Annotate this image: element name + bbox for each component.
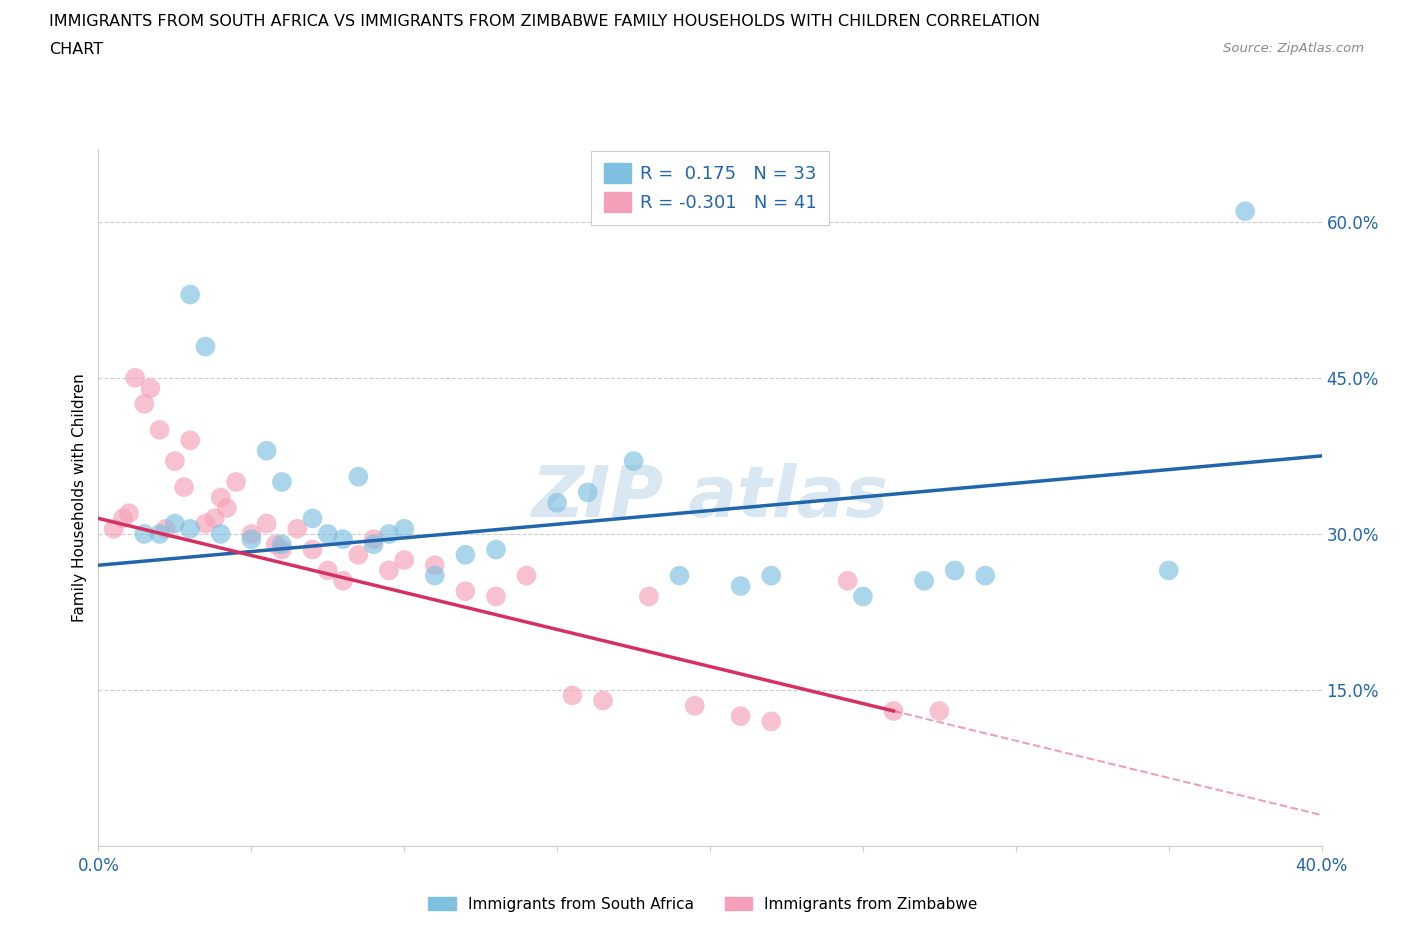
Point: [363, 537, 385, 551]
Point: [392, 552, 416, 567]
Point: [111, 511, 134, 525]
Text: IMMIGRANTS FROM SOUTH AFRICA VS IMMIGRANTS FROM ZIMBABWE FAMILY HOUSEHOLDS WITH : IMMIGRANTS FROM SOUTH AFRICA VS IMMIGRAN…: [49, 14, 1040, 29]
Point: [332, 574, 354, 589]
Point: [215, 500, 238, 515]
Point: [928, 703, 950, 718]
Point: [378, 563, 401, 578]
Text: Source: ZipAtlas.com: Source: ZipAtlas.com: [1223, 42, 1364, 55]
Legend: Immigrants from South Africa, Immigrants from Zimbabwe: Immigrants from South Africa, Immigrants…: [422, 890, 984, 918]
Legend: R =  0.175   N = 33, R = -0.301   N = 41: R = 0.175 N = 33, R = -0.301 N = 41: [591, 151, 830, 225]
Point: [240, 532, 263, 547]
Point: [485, 542, 508, 557]
Point: [124, 370, 146, 385]
Point: [974, 568, 997, 583]
Point: [270, 542, 294, 557]
Point: [761, 714, 783, 729]
Point: [378, 526, 401, 541]
Point: [912, 574, 935, 589]
Point: [194, 516, 217, 531]
Point: [149, 422, 172, 437]
Point: [363, 532, 385, 547]
Point: [623, 454, 645, 469]
Point: [163, 454, 186, 469]
Point: [454, 548, 477, 563]
Point: [852, 589, 875, 604]
Point: [264, 537, 287, 551]
Point: [761, 568, 783, 583]
Point: [423, 568, 446, 583]
Point: [179, 522, 201, 537]
Point: [837, 574, 859, 589]
Point: [561, 688, 583, 703]
Text: CHART: CHART: [49, 42, 103, 57]
Point: [347, 470, 370, 485]
Point: [256, 516, 278, 531]
Point: [285, 522, 308, 537]
Point: [209, 490, 232, 505]
Point: [173, 480, 195, 495]
Point: [576, 485, 599, 499]
Point: [668, 568, 690, 583]
Point: [103, 522, 125, 537]
Point: [301, 542, 323, 557]
Point: [423, 558, 446, 573]
Point: [134, 396, 156, 411]
Point: [316, 563, 339, 578]
Point: [516, 568, 538, 583]
Point: [883, 703, 905, 718]
Y-axis label: Family Households with Children: Family Households with Children: [72, 373, 87, 622]
Point: [179, 432, 201, 447]
Point: [194, 339, 217, 354]
Point: [139, 380, 162, 395]
Point: [730, 709, 752, 724]
Point: [149, 526, 172, 541]
Point: [301, 511, 323, 525]
Point: [546, 496, 568, 511]
Point: [134, 526, 156, 541]
Point: [1157, 563, 1180, 578]
Point: [270, 537, 294, 551]
Point: [179, 287, 201, 302]
Point: [637, 589, 661, 604]
Point: [683, 698, 706, 713]
Point: [225, 474, 247, 489]
Text: ZIP atlas: ZIP atlas: [531, 463, 889, 532]
Point: [485, 589, 508, 604]
Point: [392, 522, 416, 537]
Point: [943, 563, 966, 578]
Point: [316, 526, 339, 541]
Point: [1234, 204, 1257, 219]
Point: [454, 584, 477, 599]
Point: [270, 474, 294, 489]
Point: [209, 526, 232, 541]
Point: [204, 511, 226, 525]
Point: [730, 578, 752, 593]
Point: [256, 444, 278, 458]
Point: [118, 506, 141, 521]
Point: [592, 693, 614, 708]
Point: [240, 526, 263, 541]
Point: [163, 516, 186, 531]
Point: [155, 522, 177, 537]
Point: [332, 532, 354, 547]
Point: [347, 548, 370, 563]
